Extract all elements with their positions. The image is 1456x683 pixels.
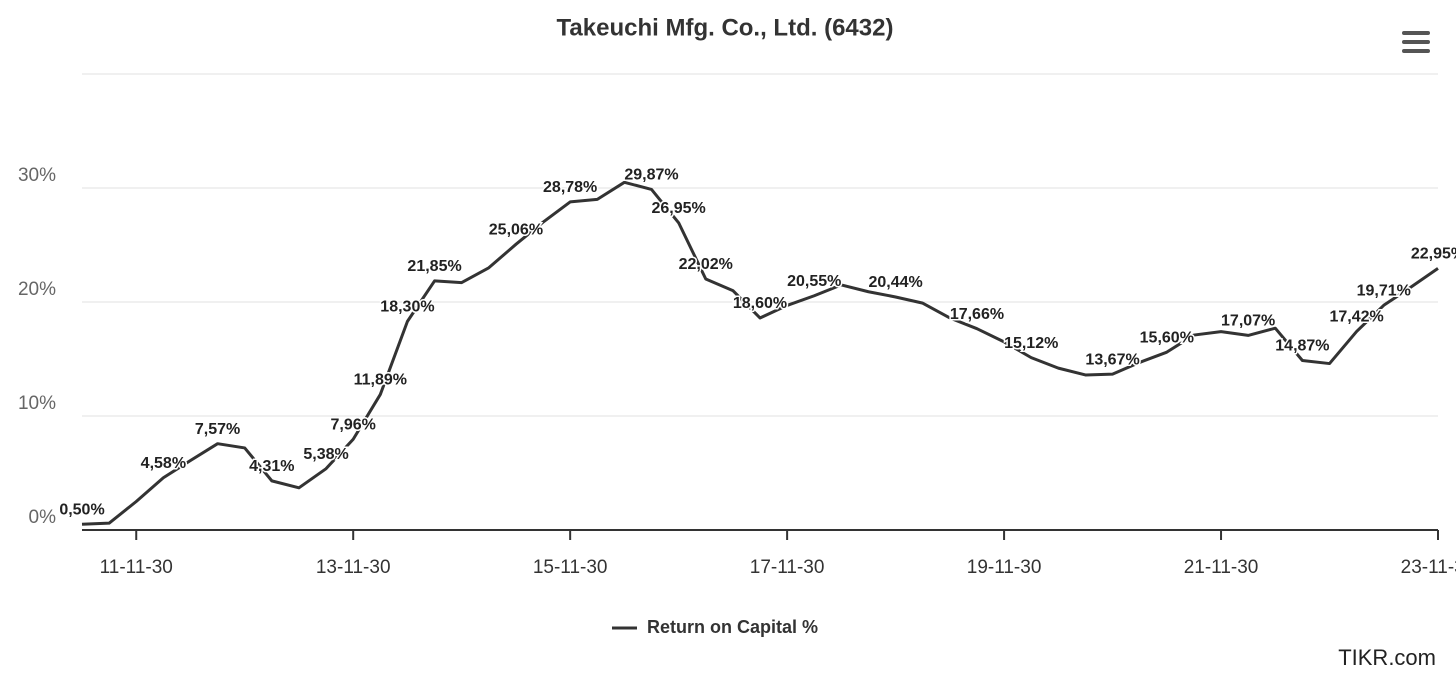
data-label: 17,42% xyxy=(1330,309,1384,326)
data-label: 17,66% xyxy=(950,306,1004,323)
data-label: 7,57% xyxy=(195,421,240,438)
data-label: 21,85% xyxy=(407,258,461,275)
y-tick-label: 30% xyxy=(18,165,56,186)
menu-bar xyxy=(1402,49,1430,53)
data-label: 28,78% xyxy=(543,179,597,196)
menu-bar xyxy=(1402,31,1430,35)
y-tick-label: 0% xyxy=(29,507,57,528)
legend-item[interactable]: Return on Capital % xyxy=(612,617,818,637)
x-tick-label: 23-11-30 xyxy=(1401,557,1456,578)
x-tick-label: 21-11-30 xyxy=(1184,557,1259,578)
data-label: 11,89% xyxy=(354,372,407,389)
x-tick-label: 15-11-30 xyxy=(533,557,608,578)
data-label: 26,95% xyxy=(652,200,706,217)
data-label: 17,07% xyxy=(1221,313,1275,330)
chart-title: Takeuchi Mfg. Co., Ltd. (6432) xyxy=(557,14,894,41)
data-label: 15,12% xyxy=(1004,335,1058,352)
data-label: 4,58% xyxy=(141,455,186,472)
credit: TIKR.com xyxy=(1338,645,1436,670)
data-label: 4,31% xyxy=(249,458,294,475)
data-label: 20,44% xyxy=(868,274,922,291)
data-label: 7,96% xyxy=(331,416,376,433)
data-label: 5,38% xyxy=(303,446,348,463)
data-label: 18,60% xyxy=(733,295,787,312)
x-tick-label: 19-11-30 xyxy=(967,557,1042,578)
x-tick-label: 17-11-30 xyxy=(750,557,825,578)
data-label: 14,87% xyxy=(1275,338,1329,355)
data-label: 0,50% xyxy=(59,502,104,519)
menu-bar xyxy=(1402,40,1430,44)
legend-label: Return on Capital % xyxy=(647,617,818,637)
y-tick-label: 10% xyxy=(18,393,56,414)
menu-button[interactable] xyxy=(1402,31,1430,53)
data-label: 19,71% xyxy=(1357,283,1411,300)
data-label: 13,67% xyxy=(1085,351,1139,368)
y-tick-label: 20% xyxy=(18,279,56,300)
data-label: 29,87% xyxy=(624,167,678,184)
data-label: 22,95% xyxy=(1411,246,1456,263)
data-label: 25,06% xyxy=(489,222,543,239)
data-label: 15,60% xyxy=(1140,329,1194,346)
x-tick-label: 13-11-30 xyxy=(316,557,391,578)
data-label: 20,55% xyxy=(787,273,841,290)
data-label: 18,30% xyxy=(380,299,434,316)
x-tick-label: 11-11-30 xyxy=(100,557,173,578)
data-label: 22,02% xyxy=(679,256,733,273)
line xyxy=(81,180,1439,526)
